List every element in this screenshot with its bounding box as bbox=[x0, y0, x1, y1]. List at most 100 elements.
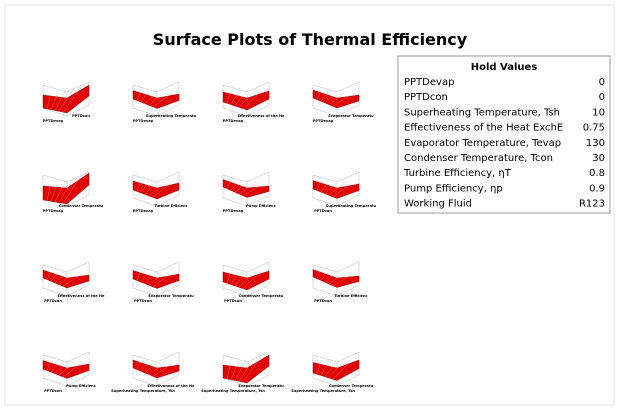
surface-mesh bbox=[234, 271, 247, 287]
hold-label: PPTDcon bbox=[404, 92, 448, 103]
surface-mesh bbox=[54, 362, 67, 374]
surface bbox=[312, 269, 360, 288]
surface-mesh bbox=[234, 182, 247, 193]
surface-mesh bbox=[226, 91, 231, 104]
x-axis-label: Superheating Temperature, Tsh bbox=[201, 389, 265, 393]
hold-value: 0.8 bbox=[589, 168, 605, 179]
surface-mesh bbox=[332, 183, 352, 198]
surface-mesh bbox=[50, 181, 59, 202]
surface-mesh bbox=[54, 272, 67, 284]
hold-values-box bbox=[397, 55, 611, 214]
surface-plot: Superheating Temperature, TshEvaporator … bbox=[201, 351, 284, 393]
surface-mesh bbox=[328, 360, 344, 379]
surface-mesh bbox=[234, 91, 247, 107]
surface-mesh bbox=[230, 181, 239, 191]
surface-mesh bbox=[140, 361, 149, 372]
y-axis-label: Turbine Efficienc bbox=[334, 294, 367, 298]
surface-mesh bbox=[242, 271, 262, 289]
surface bbox=[312, 359, 360, 381]
surface bbox=[132, 359, 180, 379]
y-axis-label: Condenser Temperatu bbox=[59, 204, 104, 208]
surface-mesh bbox=[230, 361, 239, 380]
hold-value: 130 bbox=[586, 138, 605, 149]
y-axis-label: Effectiveness of the He bbox=[238, 114, 285, 118]
surface-mesh bbox=[54, 89, 67, 111]
surface-mesh bbox=[316, 181, 321, 191]
surface-mesh bbox=[332, 360, 352, 380]
surface-mesh bbox=[58, 88, 74, 112]
surface-mesh bbox=[140, 181, 149, 194]
hold-label: Pump Efficiency, ηp bbox=[404, 183, 503, 194]
surface-mesh bbox=[226, 180, 231, 189]
surface-mesh bbox=[136, 91, 141, 101]
surface-mesh bbox=[238, 91, 254, 108]
surface-mesh bbox=[328, 93, 344, 105]
hold-label: Evaporator Temperature, Tevap bbox=[404, 138, 561, 149]
surface-mesh bbox=[230, 271, 239, 285]
surface-mesh bbox=[54, 179, 67, 203]
surface-mesh bbox=[50, 91, 59, 110]
y-axis-label: Superheating Temperatu bbox=[326, 204, 377, 208]
surface-mesh bbox=[136, 360, 141, 370]
hold-value: 0.9 bbox=[589, 183, 605, 194]
surface bbox=[42, 269, 90, 289]
x-axis-label: PPTDevap bbox=[223, 119, 244, 123]
x-axis-label: Superheating Temperature, Tsh bbox=[111, 389, 175, 393]
hold-value: 0 bbox=[599, 92, 605, 103]
surface-mesh bbox=[332, 274, 352, 286]
surface-mesh bbox=[320, 271, 329, 281]
hold-label: Turbine Efficiency, ηT bbox=[403, 168, 512, 179]
surface-mesh bbox=[46, 93, 51, 109]
x-axis-label: PPTDcon bbox=[224, 299, 242, 303]
hold-value: 30 bbox=[592, 153, 605, 164]
surface bbox=[42, 172, 90, 205]
surface-mesh bbox=[46, 183, 51, 201]
surface-mesh bbox=[230, 91, 239, 105]
surface-mesh bbox=[242, 356, 262, 383]
frame bbox=[4, 4, 615, 406]
surface-mesh bbox=[62, 274, 82, 287]
y-axis-label: Condenser Temperatu bbox=[329, 384, 374, 388]
surface-mesh bbox=[140, 91, 149, 103]
hold-values-heading: Hold Values bbox=[471, 62, 538, 73]
surface-mesh bbox=[148, 182, 164, 197]
hold-label: Working Fluid bbox=[404, 199, 472, 210]
surface-mesh bbox=[152, 182, 172, 198]
surface-plot: PPTDcon Pump Efficienc bbox=[42, 351, 96, 393]
surface-mesh bbox=[144, 92, 157, 104]
x-axis-label: PPTDevap bbox=[133, 209, 154, 213]
surface-mesh bbox=[62, 175, 82, 204]
x-axis-label: PPTDcon bbox=[134, 299, 152, 303]
surface-mesh bbox=[144, 362, 157, 374]
x-axis-label: PPTDcon bbox=[44, 299, 62, 303]
x-axis-label: PPTDcon bbox=[314, 209, 332, 213]
surface bbox=[222, 270, 270, 291]
surface-mesh bbox=[238, 358, 254, 382]
surface-mesh bbox=[136, 271, 141, 281]
y-axis-label: Evaporator Temperatu bbox=[238, 384, 284, 388]
surface-mesh bbox=[136, 181, 141, 192]
surface-mesh bbox=[50, 271, 59, 282]
x-axis-label: PPTDcon bbox=[314, 299, 332, 303]
surface bbox=[222, 90, 270, 111]
title: Surface Plots of Thermal Efficiency bbox=[153, 30, 468, 49]
surface-mesh bbox=[324, 272, 337, 283]
y-axis-label: Evaporator Temperatu bbox=[328, 114, 374, 118]
surface-mesh bbox=[316, 270, 321, 279]
x-axis-label: PPTDcon bbox=[44, 389, 62, 393]
surface-mesh bbox=[238, 271, 254, 288]
surface-mesh bbox=[46, 361, 51, 371]
surface-mesh bbox=[328, 273, 344, 285]
x-axis-label: PPTDevap bbox=[43, 119, 64, 123]
surface-mesh bbox=[144, 181, 157, 195]
surface-mesh bbox=[320, 361, 329, 376]
